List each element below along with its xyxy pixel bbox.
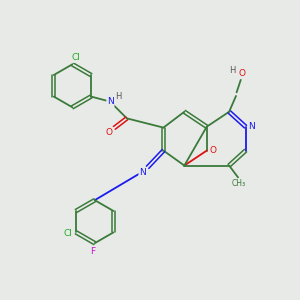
Text: Cl: Cl [71, 53, 80, 62]
Text: O: O [210, 146, 217, 155]
Text: CH₃: CH₃ [232, 179, 246, 188]
Text: O: O [238, 69, 245, 78]
Text: H: H [230, 66, 236, 75]
Text: O: O [106, 128, 113, 136]
Text: N: N [139, 168, 146, 177]
Text: N: N [107, 98, 114, 106]
Text: Cl: Cl [63, 230, 72, 238]
Text: N: N [248, 122, 255, 131]
Text: F: F [90, 247, 95, 256]
Text: H: H [116, 92, 122, 101]
